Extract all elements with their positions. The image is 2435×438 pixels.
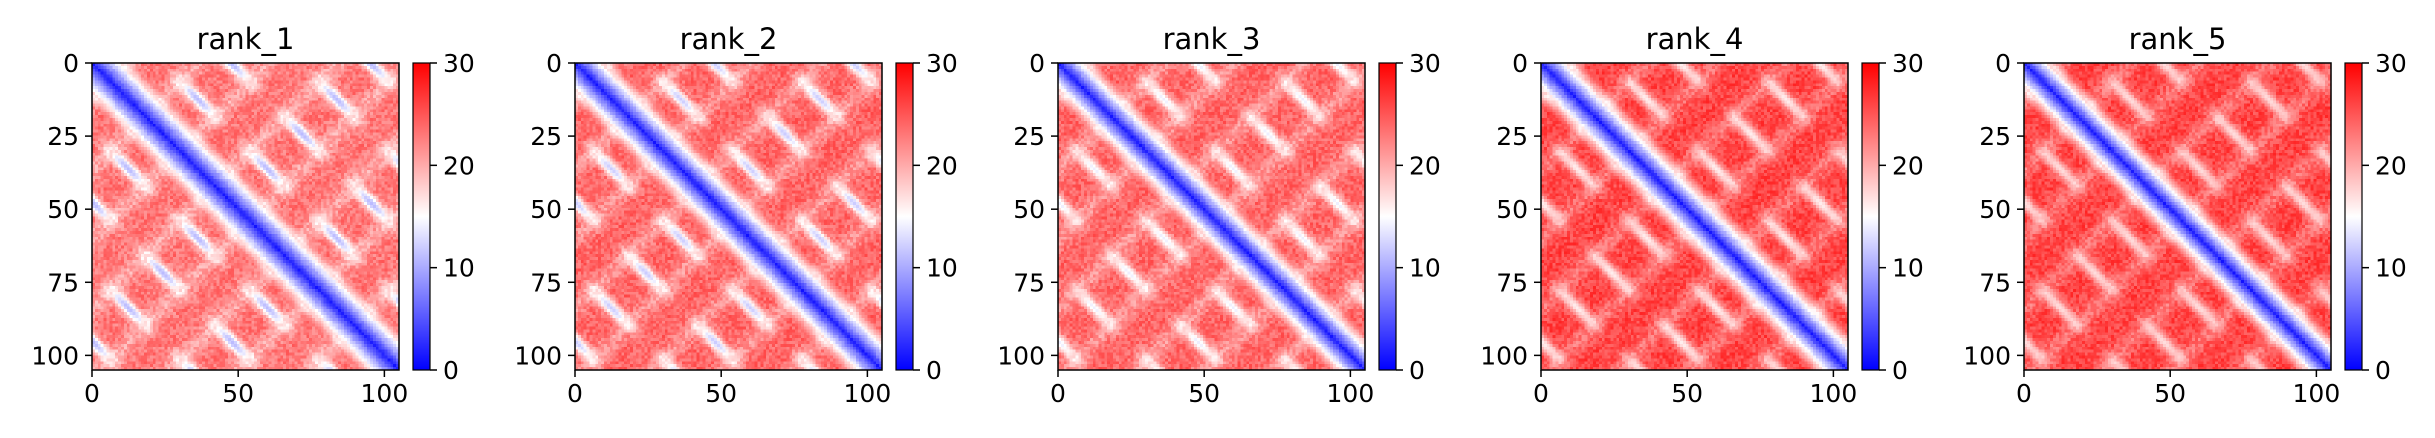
y-tick-label: 0 (1512, 49, 1528, 78)
heatmap-image (575, 63, 882, 370)
heatmap-image (2024, 63, 2331, 370)
heatmap-image (1058, 63, 1365, 370)
heatmap-frame (2023, 62, 2332, 371)
colorbar-tick-label: 10 (1409, 254, 1441, 283)
y-tick-label: 50 (47, 195, 79, 224)
x-tick-label: 0 (2016, 379, 2032, 408)
colorbar-tick-label: 0 (1892, 356, 1908, 385)
colorbar-tick-label: 10 (2375, 254, 2407, 283)
y-tick-label: 25 (530, 122, 562, 151)
heatmap-frame (91, 62, 400, 371)
heatmap-image (92, 63, 399, 370)
y-tick-label: 0 (63, 49, 79, 78)
heatmap-frame (1540, 62, 1849, 371)
x-tick-label: 50 (705, 379, 737, 408)
colorbar-tick-label: 0 (1409, 356, 1425, 385)
y-tick-label: 25 (1013, 122, 1045, 151)
colorbar (896, 63, 913, 370)
panel-title: rank_3 (1163, 22, 1261, 56)
colorbar-tick-label: 10 (1892, 254, 1924, 283)
y-tick-label: 75 (47, 268, 79, 297)
colorbar-tick-label: 0 (926, 356, 942, 385)
colorbar-tick-label: 10 (443, 254, 475, 283)
y-tick-label: 0 (546, 49, 562, 78)
colorbar (413, 63, 430, 370)
heatmap-frame (1057, 62, 1366, 371)
x-tick-label: 0 (567, 379, 583, 408)
x-tick-label: 100 (2293, 379, 2341, 408)
colorbar (1862, 63, 1879, 370)
colorbar-tick-label: 20 (926, 151, 958, 180)
colorbar-frame (1861, 62, 1880, 371)
colorbar-tick-label: 20 (1409, 151, 1441, 180)
colorbar-tick-label: 20 (1892, 151, 1924, 180)
x-tick-label: 100 (361, 379, 409, 408)
panel-title: rank_4 (1646, 22, 1744, 56)
colorbar-tick-label: 30 (1409, 49, 1441, 78)
y-tick-label: 0 (1995, 49, 2011, 78)
y-tick-label: 75 (530, 268, 562, 297)
x-tick-label: 0 (84, 379, 100, 408)
colorbar-tick-label: 20 (443, 151, 475, 180)
y-tick-label: 25 (47, 122, 79, 151)
colorbar-tick-label: 30 (443, 49, 475, 78)
y-tick-label: 75 (1013, 268, 1045, 297)
y-tick-label: 50 (1979, 195, 2011, 224)
y-tick-label: 25 (1979, 122, 2011, 151)
y-tick-label: 100 (1963, 341, 2011, 370)
colorbar-tick-label: 0 (2375, 356, 2391, 385)
panel-title: rank_1 (197, 22, 295, 56)
y-tick-label: 75 (1496, 268, 1528, 297)
y-tick-label: 50 (1496, 195, 1528, 224)
y-tick-label: 0 (1029, 49, 1045, 78)
colorbar (1379, 63, 1396, 370)
colorbar-tick-label: 30 (926, 49, 958, 78)
x-tick-label: 0 (1050, 379, 1066, 408)
colorbar-frame (412, 62, 431, 371)
colorbar-tick-label: 30 (1892, 49, 1924, 78)
heatmap-frame (574, 62, 883, 371)
colorbar-tick-label: 20 (2375, 151, 2407, 180)
panel-title: rank_5 (2129, 22, 2227, 56)
x-tick-label: 50 (1188, 379, 1220, 408)
x-tick-label: 50 (2154, 379, 2186, 408)
y-tick-label: 75 (1979, 268, 2011, 297)
y-tick-label: 100 (1480, 341, 1528, 370)
panel-title: rank_2 (680, 22, 778, 56)
x-tick-label: 100 (1327, 379, 1375, 408)
y-tick-label: 100 (31, 341, 79, 370)
y-tick-label: 100 (997, 341, 1045, 370)
y-tick-label: 25 (1496, 122, 1528, 151)
x-tick-label: 100 (844, 379, 892, 408)
y-tick-label: 50 (1013, 195, 1045, 224)
x-tick-label: 50 (1671, 379, 1703, 408)
colorbar (2345, 63, 2362, 370)
x-tick-label: 100 (1810, 379, 1858, 408)
y-tick-label: 100 (514, 341, 562, 370)
colorbar-frame (2344, 62, 2363, 371)
colorbar-tick-label: 10 (926, 254, 958, 283)
colorbar-frame (895, 62, 914, 371)
colorbar-frame (1378, 62, 1397, 371)
x-tick-label: 0 (1533, 379, 1549, 408)
colorbar-tick-label: 0 (443, 356, 459, 385)
heatmap-image (1541, 63, 1848, 370)
x-tick-label: 50 (222, 379, 254, 408)
colorbar-tick-label: 30 (2375, 49, 2407, 78)
y-tick-label: 50 (530, 195, 562, 224)
